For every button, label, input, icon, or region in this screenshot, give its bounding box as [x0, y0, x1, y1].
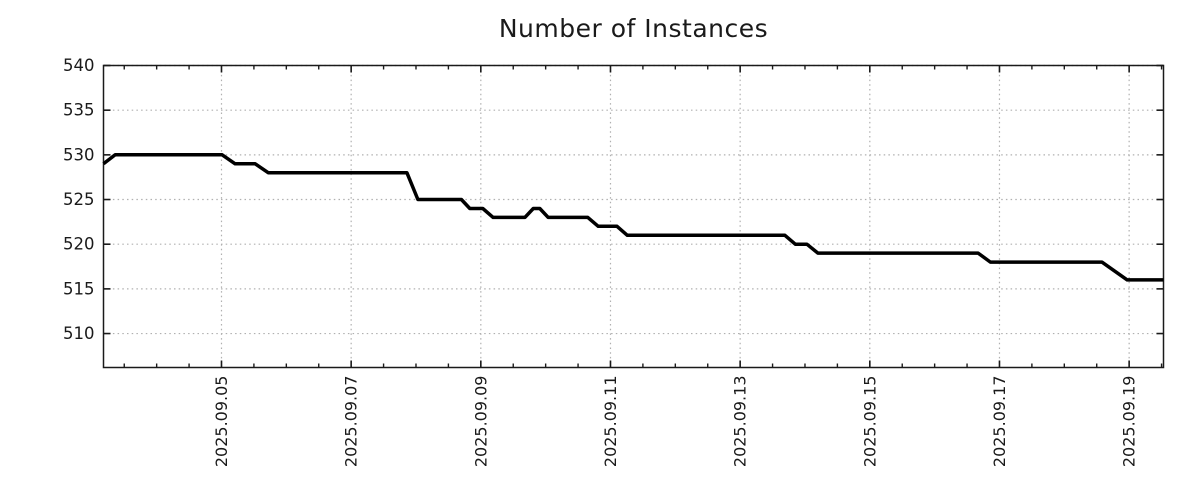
x-tick-label: 2025.09.05 — [212, 376, 231, 468]
y-tick-label: 520 — [63, 235, 95, 254]
x-tick-label: 2025.09.17 — [990, 376, 1009, 468]
y-tick-label: 510 — [63, 324, 95, 343]
plot-border — [102, 64, 1165, 369]
y-tick-label: 535 — [63, 101, 95, 120]
y-tick-label: 525 — [63, 190, 95, 209]
y-tick-label: 515 — [63, 279, 95, 298]
x-tick-label: 2025.09.11 — [601, 376, 620, 468]
instances-series-line — [102, 153, 1164, 282]
chart-title: Number of Instances — [498, 14, 769, 43]
x-tick-label: 2025.09.13 — [731, 376, 750, 468]
x-tick-label: 2025.09.07 — [342, 376, 361, 468]
y-tick-label: 530 — [63, 145, 95, 164]
x-tick-label: 2025.09.19 — [1120, 376, 1139, 468]
x-tick-label: 2025.09.15 — [860, 376, 879, 468]
y-tick-label: 540 — [63, 56, 95, 75]
x-tick-label: 2025.09.09 — [471, 376, 490, 468]
